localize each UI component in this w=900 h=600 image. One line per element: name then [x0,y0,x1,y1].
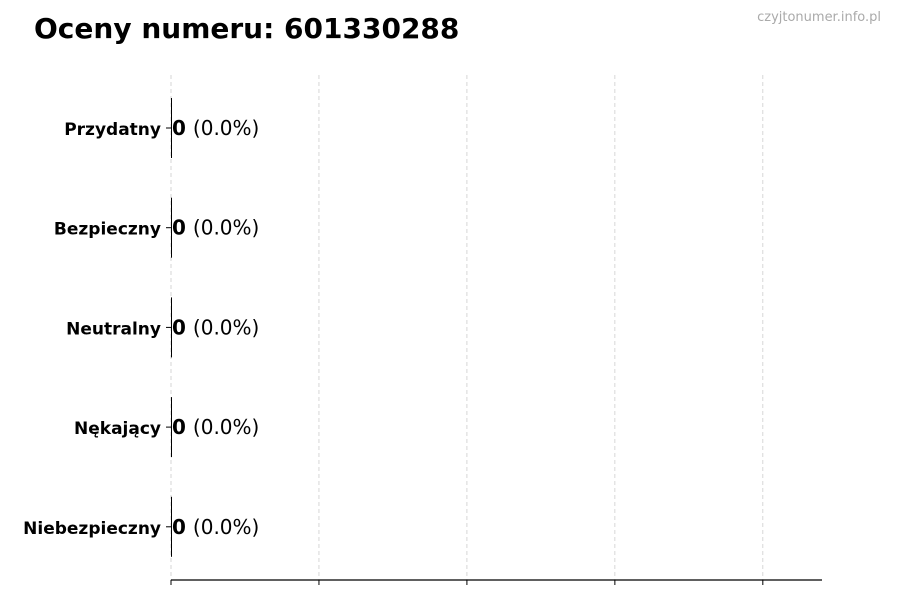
y-tick-label: Bezpieczny [54,220,161,240]
data-label-count: 0 [172,515,186,539]
data-label-percent: (0.0%) [193,315,259,339]
y-tick-label: Przydatny [64,120,161,140]
bar [171,397,172,458]
bar [171,496,172,557]
bar [171,98,172,158]
data-label-percent: (0.0%) [193,415,259,439]
chart-title: Oceny numeru: 601330288 [34,12,460,45]
bar [171,197,172,258]
y-tick-label: Neutralny [66,319,161,339]
data-label-count: 0 [172,315,186,339]
data-label-count: 0 [172,216,186,240]
data-label-percent: (0.0%) [193,116,259,140]
data-label: 0 (0.0%) [172,216,259,240]
bar [171,297,172,358]
data-label: 0 (0.0%) [172,116,259,140]
data-label-percent: (0.0%) [193,216,259,240]
y-tick-label: Niebezpieczny [23,519,161,539]
y-tick-label: Nękający [74,419,161,439]
watermark: czyjtonumer.info.pl [757,10,881,25]
data-label: 0 (0.0%) [172,315,259,339]
data-label: 0 (0.0%) [172,415,259,439]
data-label-count: 0 [172,415,186,439]
data-label-percent: (0.0%) [193,515,259,539]
data-label: 0 (0.0%) [172,515,259,539]
data-label-count: 0 [172,116,186,140]
